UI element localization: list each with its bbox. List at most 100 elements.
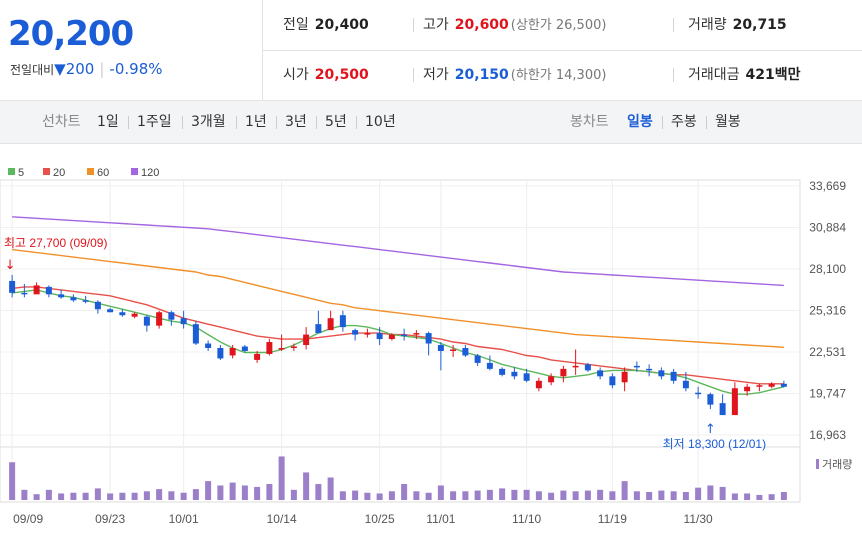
legend-swatch [8, 168, 15, 175]
candle-body [486, 362, 493, 369]
volume-bar [229, 482, 236, 500]
down-arrow-icon: ▼ [54, 60, 66, 78]
y-tick-label: 25,316 [809, 304, 846, 318]
candle [780, 380, 787, 388]
range-3m[interactable]: 3개월 [191, 114, 226, 130]
volume-bar [695, 487, 702, 500]
legend-label: 5 [18, 167, 24, 179]
volume-bar [670, 491, 677, 500]
candle [82, 295, 89, 304]
volume-bar [82, 492, 89, 500]
candle-body [535, 380, 542, 389]
volume-bar [768, 494, 775, 500]
candle [609, 373, 616, 389]
candle [756, 383, 763, 392]
range-1d[interactable]: 1일 [97, 114, 119, 130]
prev-close: 전일 20,400 [283, 17, 369, 33]
turnover: 거래대금 421백만 [688, 67, 801, 83]
volume-bar [511, 489, 518, 500]
candle [535, 377, 542, 392]
candle-body [511, 371, 518, 377]
volume-bar [719, 486, 726, 500]
candle-body [205, 343, 212, 349]
candle-body [107, 309, 114, 313]
volume-bar [119, 492, 126, 500]
volume-bar [376, 493, 383, 500]
volume-bar [609, 491, 616, 500]
candle-body [119, 312, 126, 316]
candle [33, 282, 40, 295]
candle-body [401, 334, 408, 337]
candle-body [474, 355, 481, 363]
x-tick-label: 11/01 [426, 512, 455, 526]
candle [9, 274, 16, 298]
range-1w[interactable]: 1주일 [137, 114, 172, 130]
volume-bar [744, 493, 751, 500]
candle-body [364, 333, 371, 335]
y-tick-label: 30,884 [809, 221, 846, 235]
volume-bar [523, 489, 530, 500]
price-panel: 20,200 전일대비▼200 | -0.98% [0, 0, 263, 100]
x-tick-label: 11/19 [598, 512, 627, 526]
range-10y[interactable]: 10년 [365, 114, 396, 130]
legend-swatch [87, 168, 94, 175]
volume-bar [682, 492, 689, 500]
volume-bar [192, 489, 199, 500]
candle [474, 353, 481, 366]
volume-bar [756, 494, 763, 500]
price-change: 전일대비▼200 | -0.98% [10, 60, 163, 78]
candle [523, 368, 530, 383]
candle-weekly[interactable]: 주봉 [671, 114, 697, 130]
candle-body [609, 376, 616, 386]
candle [143, 315, 150, 332]
volume-bar [388, 491, 395, 500]
candle-body [70, 297, 77, 301]
candle [548, 373, 555, 386]
candle-body [450, 349, 457, 351]
candle [192, 321, 199, 346]
range-5y[interactable]: 5년 [325, 114, 347, 130]
volume-bar [131, 492, 138, 500]
candle [327, 310, 334, 331]
candle [499, 367, 506, 377]
candle-body [94, 301, 101, 310]
x-tick-label: 10/14 [267, 512, 297, 526]
candle [156, 310, 163, 329]
candle-monthly[interactable]: 월봉 [715, 114, 741, 130]
candle-body [180, 318, 187, 325]
candle-body [339, 315, 346, 328]
candle [364, 328, 371, 338]
candle-body [21, 292, 28, 295]
change-label: 전일대비 [10, 63, 55, 77]
volume-bar [352, 490, 359, 500]
candle-body [633, 365, 640, 368]
candle [278, 334, 285, 351]
volume-bar [168, 491, 175, 500]
candle [401, 328, 408, 341]
candle-daily[interactable]: 일봉 [627, 114, 653, 130]
volume-bar [499, 488, 506, 500]
x-tick-label: 10/25 [365, 512, 395, 526]
volume-bar [425, 492, 432, 500]
candle-body [303, 334, 310, 346]
candle [695, 386, 702, 399]
range-3y[interactable]: 3년 [285, 114, 307, 130]
candle-body [597, 370, 604, 377]
plot-frame [0, 179, 801, 503]
legend-label: 60 [97, 167, 109, 179]
candle-body [266, 342, 273, 354]
candle [94, 300, 101, 314]
candle-body [670, 371, 677, 381]
volume-bar [474, 490, 481, 500]
volume-bar [21, 489, 28, 500]
low-price: 저가 20,150 (하한가 14,300) [423, 67, 607, 83]
range-1y[interactable]: 1년 [245, 114, 267, 130]
candle [560, 365, 567, 383]
candle [266, 339, 273, 356]
candle [584, 362, 591, 372]
candle-body [462, 348, 469, 356]
x-tick-label: 11/30 [684, 512, 713, 526]
candle-body [695, 392, 702, 395]
candle [45, 285, 52, 298]
